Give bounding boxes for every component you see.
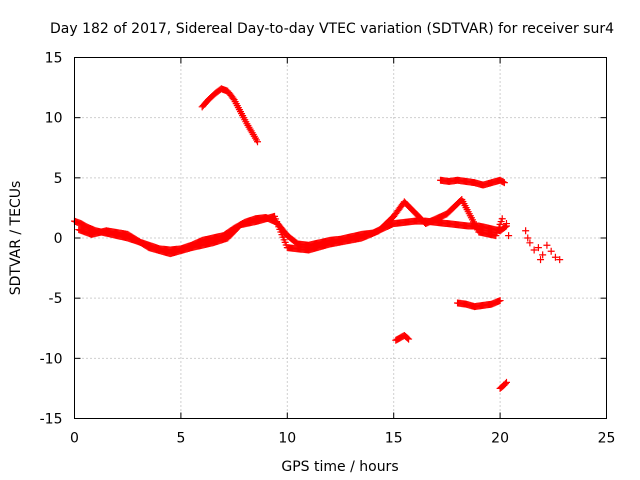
data-point [524, 234, 532, 242]
data-point [543, 241, 551, 249]
y-tick-label: -5 [49, 291, 63, 307]
late-scatter-series [502, 220, 564, 264]
plus-five-segment-series [437, 176, 508, 189]
data-point [505, 232, 513, 240]
data-point [405, 335, 413, 343]
x-tick-label: 10 [278, 431, 296, 447]
x-tick-label: 5 [176, 431, 185, 447]
data-point [500, 179, 508, 187]
data-point [498, 215, 506, 223]
minus-five-segment-series [454, 297, 504, 311]
data-point [534, 244, 542, 252]
upper-arc-series [198, 85, 262, 146]
data-point [404, 334, 412, 342]
x-tick-label: 0 [70, 431, 79, 447]
x-tick-label: 25 [598, 431, 616, 447]
minus-twelve-segment-series [496, 378, 510, 392]
data-point [499, 178, 507, 186]
data-markers [71, 85, 564, 392]
y-tick-label: 0 [54, 231, 63, 247]
gridlines [74, 57, 607, 419]
x-tick-labels: 0 5 10 15 20 25 [70, 431, 615, 447]
chart-title: Day 182 of 2017, Sidereal Day-to-day VTE… [50, 21, 614, 37]
data-point [526, 239, 534, 247]
x-axis-label: GPS time / hours [281, 459, 398, 475]
data-point [537, 256, 545, 264]
data-point [502, 378, 510, 386]
y-tick-label: 10 [45, 111, 63, 127]
minus-eight-segment-series [392, 331, 413, 344]
data-point [501, 223, 509, 231]
data-point [547, 247, 555, 255]
data-point [551, 253, 559, 261]
data-point [530, 246, 538, 254]
data-point [522, 227, 530, 235]
secondary-trace-series [75, 195, 506, 258]
data-point [501, 380, 509, 388]
x-tick-label: 15 [385, 431, 403, 447]
x-tick-label: 20 [491, 431, 509, 447]
y-axis-label: SDTVAR / TECUs [8, 181, 24, 296]
data-point [556, 256, 564, 264]
data-point [254, 138, 262, 146]
y-tick-label: 15 [45, 51, 63, 67]
data-point [496, 297, 504, 305]
y-tick-labels: -15 -10 -5 0 5 10 15 [40, 51, 63, 428]
y-tick-label: -15 [40, 412, 63, 428]
y-tick-label: 5 [54, 171, 63, 187]
plot-frame [74, 57, 607, 419]
data-point [502, 220, 510, 228]
data-point [539, 251, 547, 259]
y-tick-label: -10 [40, 351, 63, 367]
